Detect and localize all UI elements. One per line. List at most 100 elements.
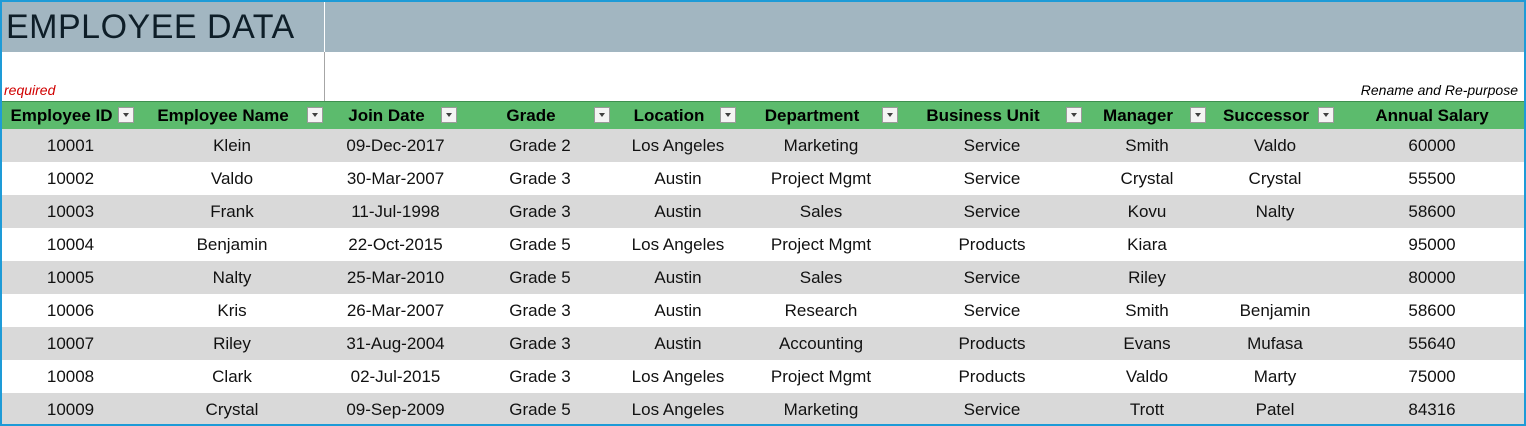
cell-manager[interactable]: Riley — [1128, 268, 1166, 287]
cell-join[interactable]: 25-Mar-2010 — [346, 268, 445, 287]
cell-grade[interactable]: Grade 5 — [509, 268, 571, 287]
cell-salary[interactable]: 55500 — [1408, 169, 1456, 188]
dropdown-arrow-icon[interactable] — [441, 107, 457, 123]
cell-join[interactable]: 31-Aug-2004 — [346, 334, 445, 353]
cell-unit[interactable]: Service — [963, 136, 1021, 155]
cell-unit[interactable]: Service — [963, 268, 1021, 287]
dropdown-arrow-icon[interactable] — [594, 107, 610, 123]
cell-location[interactable]: Los Angeles — [631, 367, 725, 386]
cell-salary[interactable]: 95000 — [1408, 235, 1456, 254]
dropdown-arrow-icon[interactable] — [118, 107, 134, 123]
cell-location[interactable]: Los Angeles — [631, 136, 725, 155]
cell-dept[interactable]: Accounting — [778, 334, 864, 353]
cell-grade[interactable]: Grade 3 — [509, 202, 571, 221]
cell-grade[interactable]: Grade 3 — [509, 301, 571, 320]
cell-dept[interactable]: Sales — [799, 202, 843, 221]
cell-location[interactable]: Austin — [654, 169, 702, 188]
cell-location[interactable]: Austin — [654, 268, 702, 287]
cell-manager[interactable]: Smith — [1125, 301, 1169, 320]
cell-join[interactable]: 02-Jul-2015 — [350, 367, 441, 386]
cell-id[interactable]: 10008 — [46, 367, 95, 386]
title-cell[interactable]: EMPLOYEE DATA — [2, 2, 325, 52]
cell-successor[interactable] — [1210, 261, 1340, 294]
cell-salary[interactable]: 80000 — [1408, 268, 1456, 287]
cell-unit[interactable]: Service — [963, 169, 1021, 188]
cell-manager[interactable]: Kovu — [1127, 202, 1167, 221]
cell-name[interactable]: Nalty — [212, 268, 252, 287]
cell-name[interactable]: Benjamin — [196, 235, 268, 254]
cell-grade[interactable]: Grade 3 — [509, 367, 571, 386]
cell-successor[interactable]: Valdo — [1253, 136, 1297, 155]
cell-unit[interactable]: Products — [958, 235, 1026, 254]
cell-location[interactable]: Los Angeles — [631, 235, 725, 254]
cell-name[interactable]: Valdo — [210, 169, 254, 188]
cell-id[interactable]: 10004 — [46, 235, 95, 254]
cell-manager[interactable]: Crystal — [1120, 169, 1174, 188]
cell-successor[interactable]: Mufasa — [1247, 334, 1303, 353]
cell-id[interactable]: 10007 — [46, 334, 95, 353]
cell-manager[interactable]: Valdo — [1125, 367, 1169, 386]
cell-grade[interactable]: Grade 3 — [509, 334, 571, 353]
cell-unit[interactable]: Service — [963, 301, 1021, 320]
cell-successor[interactable] — [1210, 228, 1340, 261]
cell-successor[interactable]: Crystal — [1248, 169, 1302, 188]
cell-salary[interactable]: 58600 — [1408, 301, 1456, 320]
cell-join[interactable]: 30-Mar-2007 — [346, 169, 445, 188]
cell-salary[interactable]: 60000 — [1408, 136, 1456, 155]
cell-join[interactable]: 09-Sep-2009 — [346, 400, 445, 419]
cell-successor[interactable]: Patel — [1255, 400, 1295, 419]
cell-salary[interactable]: 58600 — [1408, 202, 1456, 221]
cell-name[interactable]: Crystal — [205, 400, 259, 419]
cell-id[interactable]: 10009 — [46, 400, 95, 419]
cell-dept[interactable]: Marketing — [783, 136, 859, 155]
cell-id[interactable]: 10005 — [46, 268, 95, 287]
cell-id[interactable]: 10001 — [46, 136, 95, 155]
cell-manager[interactable]: Trott — [1129, 400, 1165, 419]
cell-unit[interactable]: Service — [963, 202, 1021, 221]
cell-location[interactable]: Austin — [654, 301, 702, 320]
cell-name[interactable]: Klein — [213, 136, 251, 155]
cell-join[interactable]: 22-Oct-2015 — [348, 235, 443, 254]
cell-grade[interactable]: Grade 5 — [509, 400, 571, 419]
cell-unit[interactable]: Products — [958, 367, 1026, 386]
cell-salary[interactable]: 75000 — [1408, 367, 1456, 386]
cell-grade[interactable]: Grade 5 — [509, 235, 571, 254]
cell-name[interactable]: Kris — [217, 301, 247, 320]
cell-salary[interactable]: 55640 — [1408, 334, 1456, 353]
cell-manager[interactable]: Evans — [1123, 334, 1171, 353]
cell-id[interactable]: 10003 — [46, 202, 95, 221]
cell-join[interactable]: 11-Jul-1998 — [351, 202, 440, 221]
cell-dept[interactable]: Project Mgmt — [770, 169, 872, 188]
cell-name[interactable]: Clark — [212, 367, 252, 386]
cell-id[interactable]: 10006 — [46, 301, 95, 320]
dropdown-arrow-icon[interactable] — [720, 107, 736, 123]
cell-dept[interactable]: Project Mgmt — [770, 235, 872, 254]
cell-dept[interactable]: Project Mgmt — [770, 367, 872, 386]
cell-unit[interactable]: Service — [963, 400, 1021, 419]
cell-dept[interactable]: Sales — [799, 268, 843, 287]
cell-successor[interactable]: Marty — [1253, 367, 1297, 386]
cell-name[interactable]: Riley — [213, 334, 251, 353]
cell-name[interactable]: Frank — [210, 202, 254, 221]
cell-join[interactable]: 26-Mar-2007 — [346, 301, 445, 320]
cell-location[interactable]: Austin — [654, 202, 702, 221]
dropdown-arrow-icon[interactable] — [1066, 107, 1082, 123]
cell-manager[interactable]: Kiara — [1127, 235, 1167, 254]
cell-grade[interactable]: Grade 3 — [509, 169, 571, 188]
cell-location[interactable]: Los Angeles — [631, 400, 725, 419]
dropdown-arrow-icon[interactable] — [1190, 107, 1206, 123]
cell-manager[interactable]: Smith — [1125, 136, 1169, 155]
cell-dept[interactable]: Marketing — [783, 400, 859, 419]
cell-successor[interactable]: Nalty — [1255, 202, 1295, 221]
cell-successor[interactable]: Benjamin — [1239, 301, 1311, 320]
cell-location[interactable]: Austin — [654, 334, 702, 353]
cell-salary[interactable]: 84316 — [1408, 400, 1456, 419]
cell-grade[interactable]: Grade 2 — [509, 136, 571, 155]
cell-join[interactable]: 09-Dec-2017 — [346, 136, 445, 155]
cell-dept[interactable]: Research — [784, 301, 858, 320]
cell-id[interactable]: 10002 — [46, 169, 95, 188]
dropdown-arrow-icon[interactable] — [307, 107, 323, 123]
dropdown-arrow-icon[interactable] — [882, 107, 898, 123]
dropdown-arrow-icon[interactable] — [1318, 107, 1334, 123]
cell-unit[interactable]: Products — [958, 334, 1026, 353]
